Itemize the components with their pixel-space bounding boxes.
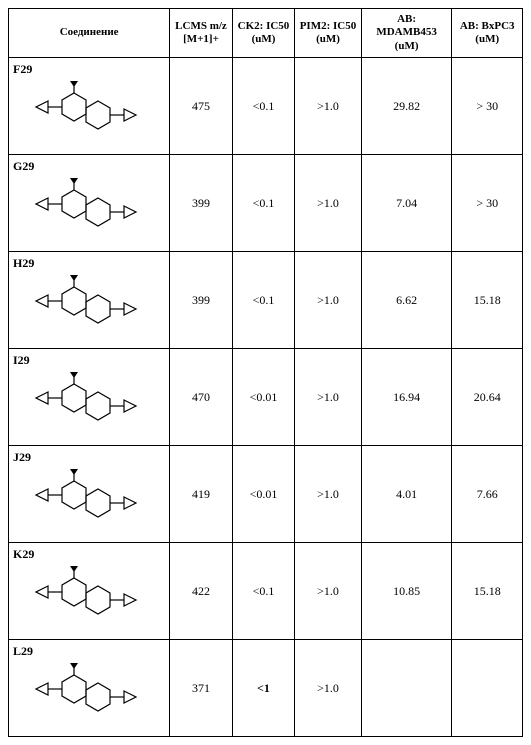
header-bxpc3: AB: BxPC3 (uM) (452, 9, 523, 58)
cell-lcms: 470 (170, 349, 232, 446)
cell-ck2: <0.1 (232, 155, 294, 252)
cell-compound: H29 (9, 252, 170, 349)
table-row: H29 399<0.1>1.06.6215.18 (9, 252, 523, 349)
cell-lcms: 422 (170, 543, 232, 640)
structure-icon (34, 178, 144, 236)
header-mdamb: AB: MDAMB453 (uM) (361, 9, 452, 58)
structure-icon (34, 566, 144, 624)
compound-structure (13, 176, 165, 238)
compound-id: H29 (13, 256, 165, 271)
header-pim2: PIM2: IC50 (uM) (295, 9, 362, 58)
compound-structure (13, 564, 165, 626)
cell-ck2: <0.1 (232, 543, 294, 640)
compound-structure (13, 273, 165, 335)
header-ck2: CK2: IC50 (uM) (232, 9, 294, 58)
cell-pim2: >1.0 (295, 349, 362, 446)
cell-bxpc3: 7.66 (452, 446, 523, 543)
cell-bxpc3 (452, 640, 523, 737)
cell-bxpc3: > 30 (452, 155, 523, 252)
cell-lcms: 371 (170, 640, 232, 737)
compound-id: G29 (13, 159, 165, 174)
cell-lcms: 419 (170, 446, 232, 543)
cell-mdamb: 16.94 (361, 349, 452, 446)
cell-pim2: >1.0 (295, 252, 362, 349)
table-row: F29 475<0.1>1.029.82> 30 (9, 58, 523, 155)
cell-mdamb: 10.85 (361, 543, 452, 640)
cell-mdamb: 4.01 (361, 446, 452, 543)
cell-compound: G29 (9, 155, 170, 252)
cell-ck2: <1 (232, 640, 294, 737)
cell-compound: L29 (9, 640, 170, 737)
compounds-table: Соединение LCMS m/z [M+1]+ CK2: IC50 (uM… (8, 8, 523, 737)
table-row: I29 470<0.01>1.016.9420.64 (9, 349, 523, 446)
cell-bxpc3: > 30 (452, 58, 523, 155)
cell-pim2: >1.0 (295, 640, 362, 737)
compound-id: F29 (13, 62, 165, 77)
compound-id: J29 (13, 450, 165, 465)
cell-ck2: <0.1 (232, 58, 294, 155)
compound-structure (13, 370, 165, 432)
table-row: J29 419<0.01>1.04.017.66 (9, 446, 523, 543)
cell-mdamb: 29.82 (361, 58, 452, 155)
cell-lcms: 475 (170, 58, 232, 155)
structure-icon (34, 81, 144, 139)
table-row: K29 422<0.1>1.010.8515.18 (9, 543, 523, 640)
cell-pim2: >1.0 (295, 446, 362, 543)
table-row: L29 371<1>1.0 (9, 640, 523, 737)
table-row: G29 399<0.1>1.07.04> 30 (9, 155, 523, 252)
cell-pim2: >1.0 (295, 155, 362, 252)
cell-lcms: 399 (170, 155, 232, 252)
cell-ck2: <0.01 (232, 349, 294, 446)
cell-mdamb: 7.04 (361, 155, 452, 252)
compound-structure (13, 467, 165, 529)
cell-mdamb (361, 640, 452, 737)
cell-compound: I29 (9, 349, 170, 446)
cell-bxpc3: 20.64 (452, 349, 523, 446)
compound-structure (13, 79, 165, 141)
table-header-row: Соединение LCMS m/z [M+1]+ CK2: IC50 (uM… (9, 9, 523, 58)
table-body: F29 475<0.1>1.029.82> 30G29 399<0.1>1.07… (9, 58, 523, 737)
cell-compound: F29 (9, 58, 170, 155)
cell-lcms: 399 (170, 252, 232, 349)
structure-icon (34, 469, 144, 527)
compound-id: I29 (13, 353, 165, 368)
cell-pim2: >1.0 (295, 58, 362, 155)
compound-id: K29 (13, 547, 165, 562)
cell-mdamb: 6.62 (361, 252, 452, 349)
structure-icon (34, 372, 144, 430)
cell-ck2: <0.01 (232, 446, 294, 543)
compound-structure (13, 661, 165, 723)
structure-icon (34, 663, 144, 721)
header-lcms: LCMS m/z [M+1]+ (170, 9, 232, 58)
structure-icon (34, 275, 144, 333)
cell-compound: J29 (9, 446, 170, 543)
compound-id: L29 (13, 644, 165, 659)
header-compound: Соединение (9, 9, 170, 58)
cell-bxpc3: 15.18 (452, 252, 523, 349)
cell-compound: K29 (9, 543, 170, 640)
cell-ck2: <0.1 (232, 252, 294, 349)
cell-bxpc3: 15.18 (452, 543, 523, 640)
cell-pim2: >1.0 (295, 543, 362, 640)
